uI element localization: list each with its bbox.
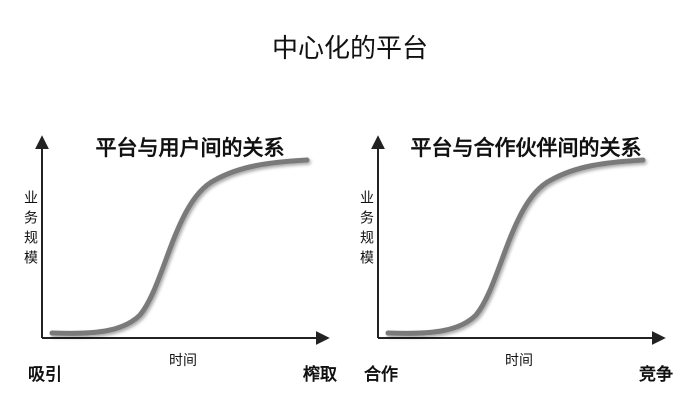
s-curve [385,157,646,336]
right-label: 竞争 [639,365,673,385]
left-label: 吸引 [28,365,62,385]
y-axis-label: 业务规模 [22,190,38,270]
y-axis-label: 业务规模 [358,190,374,270]
left-label: 合作 [364,365,398,385]
s-curve [49,157,310,336]
x-axis-label: 时间 [169,353,197,369]
panel-title: 平台与用户间的关系 [95,136,285,160]
right-label: 榨取 [303,365,337,385]
panel-title: 平台与合作伙伴间的关系 [410,136,642,160]
x-axis-label: 时间 [505,353,533,369]
main-title: 中心化的平台 [271,34,429,64]
